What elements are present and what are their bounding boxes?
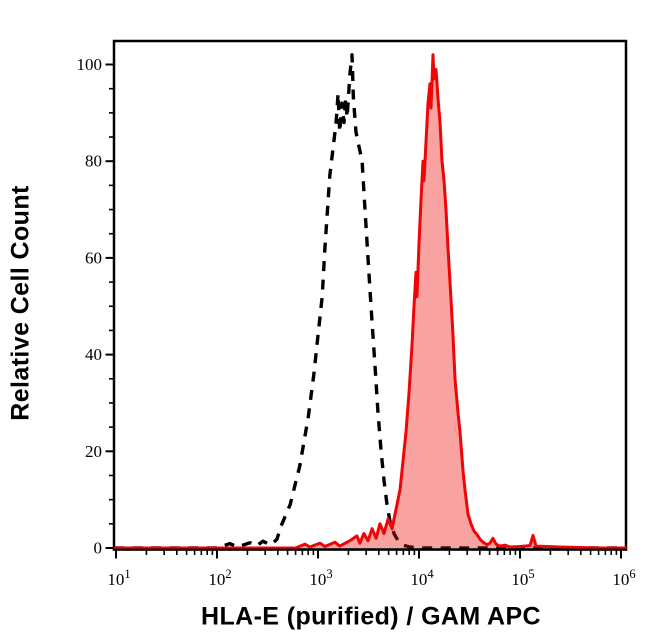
x-tick-label: 104 (410, 567, 434, 589)
y-axis: 0 20 40 60 80 100 (77, 55, 114, 558)
x-axis-title: HLA-E (purified) / GAM APC (200, 602, 542, 631)
y-axis-title: Relative Cell Count (6, 185, 35, 421)
x-tick-label: 102 (208, 567, 231, 589)
x-tick-label: 101 (107, 567, 130, 589)
y-tick-label: 60 (85, 248, 102, 267)
x-tick-label: 105 (511, 567, 534, 589)
y-tick-label: 100 (77, 55, 103, 74)
x-tick-label: 103 (309, 567, 332, 589)
y-tick-label: 20 (85, 442, 102, 461)
x-tick-label: 106 (612, 567, 635, 589)
y-tick-label: 80 (85, 152, 102, 171)
control-curve (114, 53, 627, 550)
y-tick-label: 0 (94, 539, 103, 558)
sample-curve (114, 53, 627, 550)
y-tick-label: 40 (85, 345, 102, 364)
x-axis: 101 102 103 104 105 106 (107, 550, 636, 589)
